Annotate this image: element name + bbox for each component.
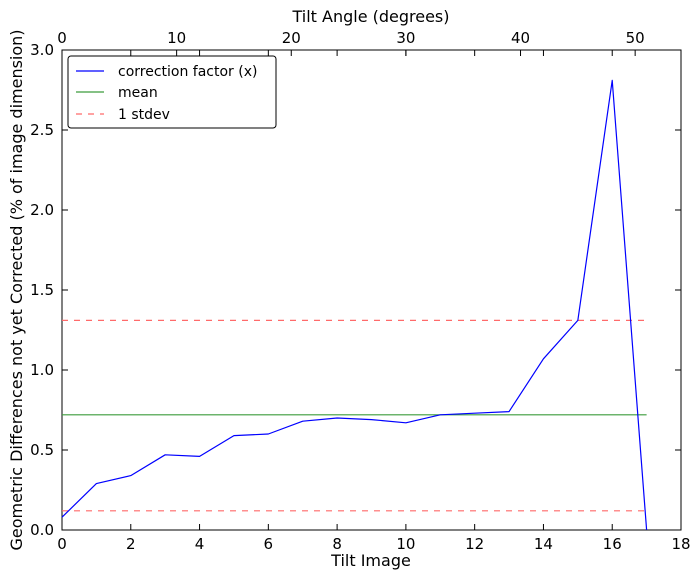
y-tick-label: 2.0 — [30, 201, 54, 219]
y-tick-label: 1.0 — [30, 361, 54, 379]
x-tick-label: 16 — [603, 535, 622, 553]
x2-tick-label: 30 — [396, 29, 415, 47]
y-tick-label: 3.0 — [30, 41, 54, 59]
y-tick-label: 1.5 — [30, 281, 54, 299]
x-tick-label: 4 — [195, 535, 205, 553]
axis-ticks: 0 2 4 6 8 10 12 14 16 180.00.51.01.52.02.53.00 10 2… — [30, 29, 690, 553]
legend-label-mean: mean — [118, 85, 158, 101]
x2-axis-label: Tilt Angle (degrees) — [291, 7, 449, 26]
y-tick-label: 0.5 — [30, 441, 54, 459]
plot-frame — [61, 49, 682, 531]
x-tick-label: 10 — [396, 535, 415, 553]
x2-tick-label: 50 — [626, 29, 645, 47]
y-axis-label: Geometric Differences not yet Corrected … — [7, 29, 26, 550]
x-tick-label: 14 — [534, 535, 553, 553]
x-tick-label: 6 — [264, 535, 274, 553]
x2-tick-label: 0 — [57, 29, 67, 47]
x-tick-label: 12 — [465, 535, 484, 553]
y-tick-label: 2.5 — [30, 121, 54, 139]
legend: correction factor (x) mean 1 stdev — [67, 55, 277, 129]
x-tick-label: 0 — [57, 535, 67, 553]
x2-tick-label: 40 — [511, 29, 530, 47]
x-tick-label: 8 — [332, 535, 342, 553]
legend-label-stdev: 1 stdev — [118, 107, 170, 123]
x2-tick-label: 20 — [282, 29, 301, 47]
x-tick-label: 2 — [126, 535, 136, 553]
x-axis-label: Tilt Image — [330, 551, 411, 570]
series-group — [61, 79, 648, 531]
x2-tick-label: 10 — [167, 29, 186, 47]
legend-box — [67, 55, 277, 129]
legend-label-correction: correction factor (x) — [118, 64, 257, 80]
series-line-0 — [61, 79, 648, 531]
y-tick-label: 0.0 — [30, 521, 54, 539]
x-tick-label: 18 — [671, 535, 690, 553]
